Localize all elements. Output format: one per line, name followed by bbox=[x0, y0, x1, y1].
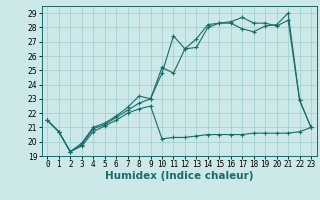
X-axis label: Humidex (Indice chaleur): Humidex (Indice chaleur) bbox=[105, 171, 253, 181]
